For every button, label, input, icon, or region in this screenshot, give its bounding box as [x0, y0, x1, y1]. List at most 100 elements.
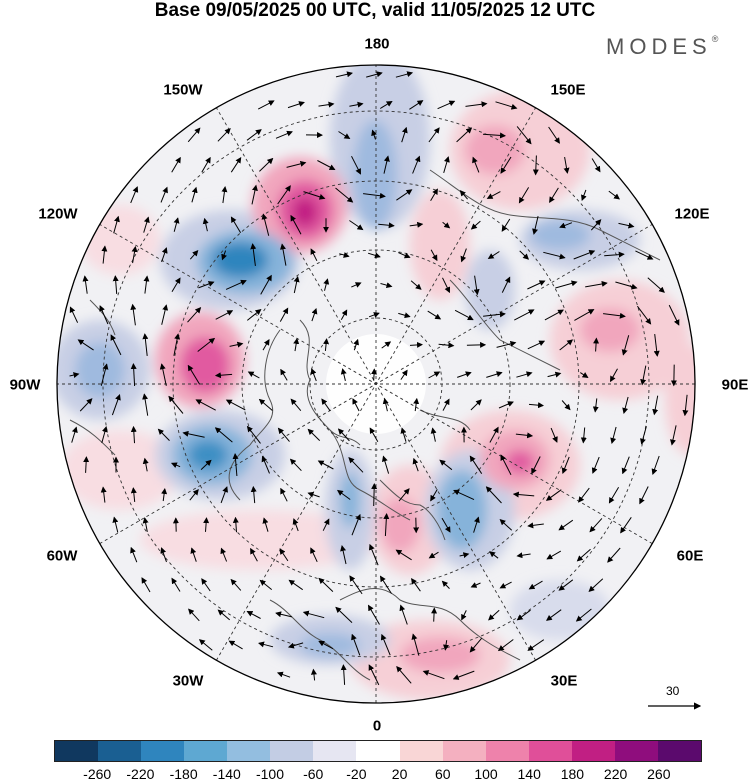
wind-arrow: [69, 306, 79, 323]
wind-arrow: [637, 305, 652, 325]
wind-arrow: [398, 312, 411, 319]
wind-arrow: [363, 192, 386, 199]
wind-arrow: [258, 398, 273, 411]
wind-arrow: [318, 101, 335, 108]
wind-arrow: [647, 277, 665, 293]
wind-arrow: [379, 575, 392, 594]
wind-arrow: [317, 160, 336, 170]
wind-arrow: [130, 425, 137, 444]
colorbar-tick-label: -140: [212, 766, 241, 782]
wind-arrow: [371, 483, 378, 507]
wind-arrow: [453, 489, 475, 501]
wind-arrow: [275, 130, 293, 139]
wind-arrow: [411, 633, 420, 656]
wind-arrow: [367, 604, 380, 625]
wind-arrow: [247, 371, 260, 379]
wind-arrow: [215, 310, 234, 320]
lon-label-150w: 150W: [163, 81, 203, 99]
colorbar-segment: [528, 741, 572, 761]
wind-arrow: [349, 220, 364, 231]
wind-arrow: [289, 458, 302, 472]
wind-arrow: [670, 425, 677, 446]
wind-arrow: [203, 517, 210, 532]
colorbar-segment: [442, 741, 486, 761]
wind-arrow: [485, 486, 502, 504]
colorbar-segment: [657, 741, 701, 761]
wind-arrow: [496, 340, 517, 348]
wind-arrow: [615, 281, 638, 290]
wind-arrow: [371, 368, 378, 381]
wind-arrow: [195, 399, 216, 411]
colorbar-segment: [614, 741, 658, 761]
wind-arrow: [652, 395, 659, 416]
colorbar-tick-label: 140: [517, 766, 541, 782]
wind-arrow: [518, 187, 530, 204]
wind-arrow: [310, 248, 318, 262]
colorbar-tick-label: -180: [169, 766, 198, 782]
wind-arrow: [381, 455, 390, 474]
wind-arrow: [380, 633, 391, 656]
wind-arrow: [251, 184, 258, 205]
wind-arrow: [498, 401, 514, 409]
wind-arrow: [225, 279, 247, 290]
wind-arrow: [111, 393, 121, 416]
wind-arrow: [559, 339, 574, 351]
colorbar-segment: [98, 741, 142, 761]
wind-arrow: [410, 280, 422, 290]
wind-arrow: [398, 252, 411, 259]
wind-arrow: [307, 491, 320, 498]
wind-arrow: [401, 126, 408, 143]
wind-arrow: [548, 126, 560, 144]
wind-arrow: [430, 249, 438, 262]
wind-arrow: [580, 427, 587, 444]
wind-arrow: [258, 641, 274, 648]
wind-arrow: [411, 577, 421, 592]
colorbar-tick-labels: -260 -220 -180 -140 -100 -60 -20 20 60 100 140 180 2…: [0, 766, 750, 783]
wind-arrow: [497, 639, 514, 652]
wind-arrow: [201, 578, 211, 592]
wind-arrow: [608, 486, 620, 504]
wind-arrow: [232, 516, 239, 533]
wind-arrow: [532, 215, 539, 235]
wind-arrow: [220, 547, 228, 562]
wind-arrow: [101, 426, 108, 444]
wind-arrow: [527, 522, 544, 529]
wind-arrow: [635, 250, 654, 260]
colorbar-tick-label: -220: [126, 766, 155, 782]
wind-arrow: [189, 489, 199, 501]
wind-arrow: [607, 547, 621, 563]
wind-arrow: [168, 395, 184, 414]
colorbar-segment: [485, 741, 529, 761]
wind-arrow: [112, 275, 119, 294]
colorbar-segment: [399, 741, 443, 761]
wind-arrow: [395, 71, 414, 78]
wind-arrow: [171, 277, 181, 293]
wind-arrow: [409, 341, 423, 348]
wind-arrow: [366, 71, 383, 78]
colorbar: [54, 740, 702, 762]
wind-arrow: [528, 580, 543, 590]
wind-arrow: [581, 189, 587, 202]
wind-arrow: [262, 517, 269, 532]
wind-arrow: [250, 243, 257, 266]
wind-arrow: [442, 277, 451, 294]
wind-arrow: [382, 397, 389, 412]
wind-arrow: [336, 489, 351, 500]
wind-arrow: [99, 305, 109, 325]
polar-stereographic-map: [56, 64, 702, 710]
wind-arrow: [427, 310, 442, 320]
wind-arrow: [112, 516, 119, 533]
wind-arrow: [488, 609, 500, 621]
wind-arrow: [142, 333, 149, 356]
wind-arrow: [603, 312, 626, 319]
wind-arrow: [221, 186, 228, 204]
wind-arrow: [459, 552, 470, 559]
wind-arrow: [188, 608, 200, 622]
wind-arrow: [130, 546, 138, 563]
wind-arrow: [351, 282, 362, 288]
wind-arrow: [486, 371, 503, 378]
wind-arrow: [161, 304, 169, 325]
wind-arrow: [191, 186, 198, 203]
wind-arrow: [473, 275, 480, 296]
wind-arrow: [590, 219, 602, 231]
